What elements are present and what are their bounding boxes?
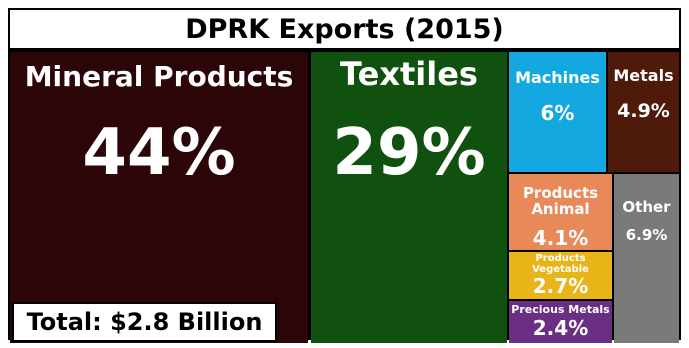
- tile-label: Precious Metals: [511, 303, 610, 316]
- total-label: Total: $2.8 Billion: [12, 302, 277, 342]
- treemap-tile-mineral-products: Mineral Products 44%: [10, 52, 308, 343]
- tile-value: 44%: [82, 116, 236, 190]
- tile-label: Products Animal: [522, 184, 599, 218]
- treemap-tile-products-vegetable: Products Vegetable 2.7%: [509, 252, 612, 299]
- treemap-tile-textiles: Textiles 29%: [311, 52, 507, 343]
- tile-value: 6.9%: [625, 226, 668, 244]
- treemap-tile-metals: Metals 4.9%: [608, 52, 679, 172]
- tile-label: Machines: [515, 68, 600, 87]
- tile-value: 6%: [540, 101, 575, 125]
- chart-title: DPRK Exports (2015): [10, 10, 679, 50]
- treemap-tile-products-animal: Products Animal 4.1%: [509, 174, 612, 250]
- tile-label: Mineral Products: [24, 60, 294, 93]
- tile-label: Metals: [613, 66, 674, 85]
- tile-label: Other: [622, 198, 671, 216]
- tile-label: Textiles: [340, 55, 478, 93]
- treemap-tile-other: Other 6.9%: [614, 174, 679, 343]
- tile-value: 29%: [332, 116, 486, 190]
- treemap-tile-precious-metals: Precious Metals 2.4%: [509, 301, 612, 343]
- tile-value: 4.9%: [617, 100, 670, 122]
- tile-label: Products Vegetable: [532, 253, 589, 275]
- tile-value: 2.7%: [532, 274, 589, 298]
- tile-value: 4.1%: [532, 226, 589, 250]
- treemap-tile-machines: Machines 6%: [509, 52, 606, 172]
- tile-value: 2.4%: [532, 316, 589, 340]
